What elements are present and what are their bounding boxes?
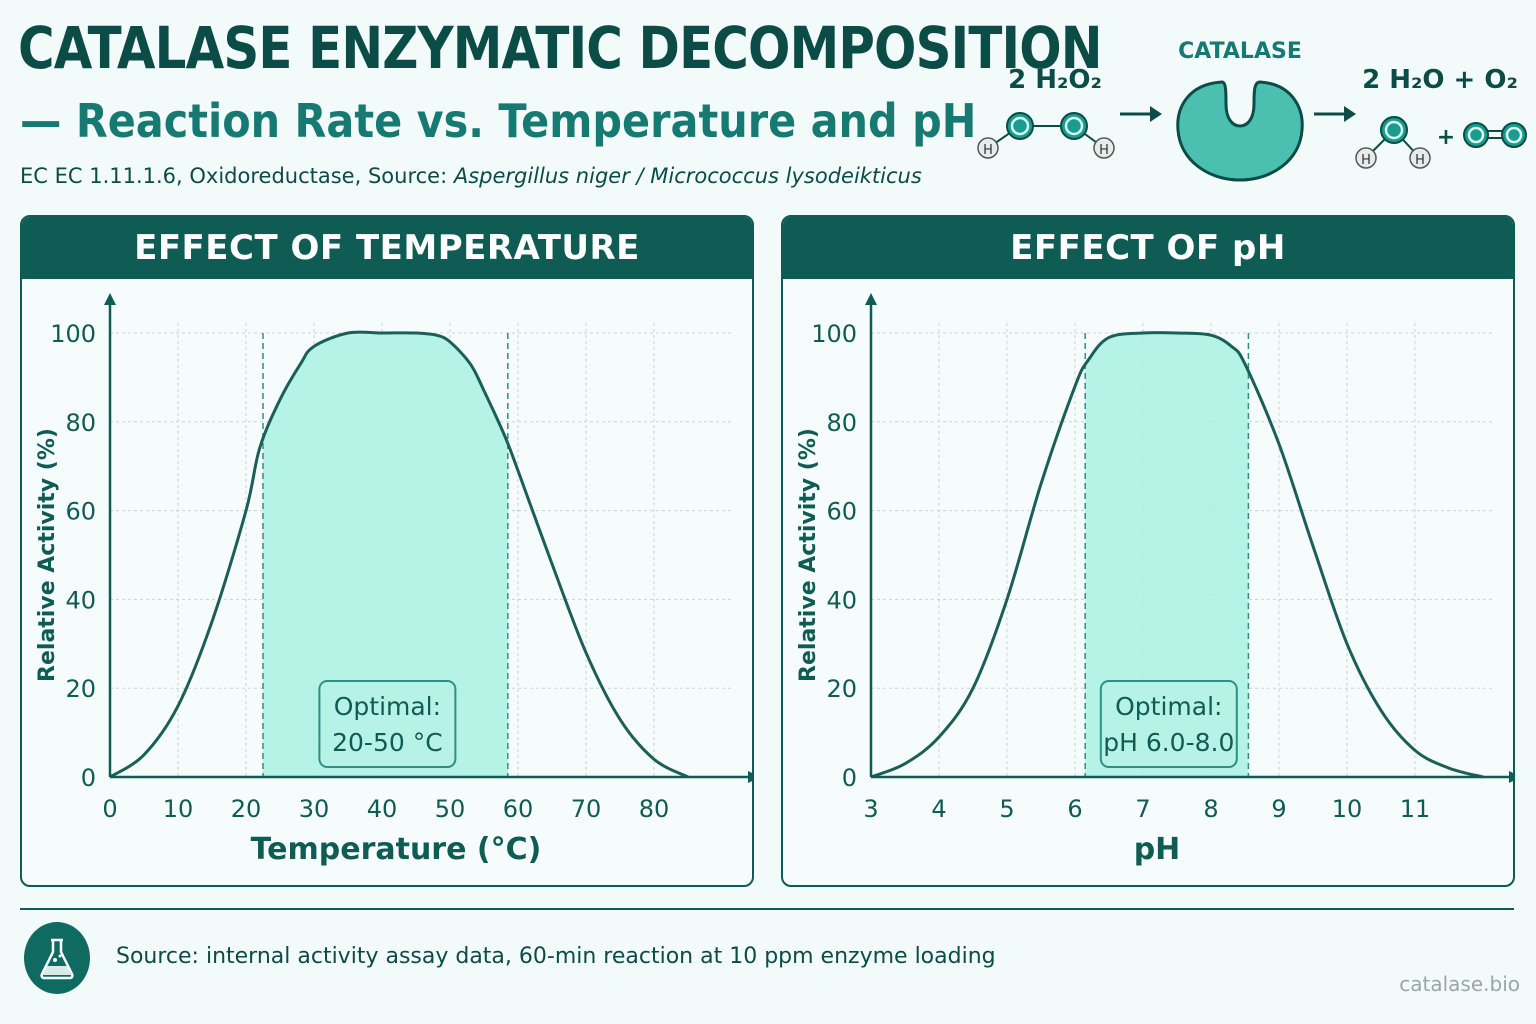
optimal-label-text: Optimal: [1115, 692, 1222, 721]
reaction-equation: 2 H₂O₂ H H CATALASE 2 H₂O + O₂ [970, 30, 1530, 210]
arrow-right-icon [1120, 106, 1162, 122]
reactant-formula: 2 H₂O₂ [1008, 65, 1102, 95]
y-tick-label: 60 [65, 498, 96, 526]
x-tick-label: 4 [931, 795, 946, 823]
page-title: CATALASE ENZYMATIC DECOMPOSITION [18, 14, 1103, 82]
arrow-right-icon [1314, 106, 1356, 122]
y-tick-label: 100 [50, 320, 96, 348]
y-axis-label: Relative Activity (%) [796, 428, 821, 682]
oxygen-molecule-icon [1463, 122, 1527, 148]
plus-sign: + [1437, 125, 1455, 150]
x-axis-label: pH [1134, 832, 1181, 867]
x-tick-label: 30 [299, 795, 330, 823]
footer-source: Source: internal activity assay data, 60… [116, 944, 996, 969]
x-tick-label: 10 [1332, 795, 1363, 823]
optimal-label-text: Optimal: [334, 692, 441, 721]
y-tick-label: 0 [81, 764, 96, 792]
x-tick-label: 40 [367, 795, 398, 823]
y-axis-arrow-icon [865, 293, 877, 305]
optimal-label-box [1099, 680, 1238, 768]
atom-h-label: H [1415, 153, 1425, 168]
activity-curve [870, 331, 1484, 779]
y-tick-label: 20 [65, 675, 96, 703]
y-tick-label: 100 [811, 320, 857, 348]
optimal-label-text: pH 6.0-8.0 [1103, 728, 1234, 757]
x-tick-label: 20 [231, 795, 262, 823]
x-tick-label: 5 [999, 795, 1014, 823]
optimal-label-box [318, 680, 457, 768]
y-tick-label: 40 [65, 586, 96, 614]
hydrogen-peroxide-molecule-icon: H H [977, 112, 1115, 159]
y-tick-label: 40 [826, 586, 857, 614]
x-axis-arrow-icon [748, 771, 752, 783]
ph-panel-title: EFFECT OF pH [783, 217, 1513, 279]
ph-panel: EFFECT OF pH 3 4 5 6 7 8 9 10 11 0 20 40 60 80 100 pH Re… [781, 215, 1515, 887]
x-tick-label: 9 [1271, 795, 1286, 823]
x-tick-label: 10 [163, 795, 194, 823]
footer-divider [20, 908, 1514, 910]
x-tick-label: 60 [503, 795, 534, 823]
x-tick-label: 80 [639, 795, 670, 823]
x-tick-label: 7 [1135, 795, 1150, 823]
x-axis-arrow-icon [1509, 771, 1513, 783]
enzyme-metadata: EC EC 1.11.1.6, Oxidoreductase, Source: … [20, 164, 922, 188]
ph-chart: 3 4 5 6 7 8 9 10 11 0 20 40 60 80 100 pH Relative Activi… [796, 293, 1513, 867]
atom-h-label: H [983, 143, 993, 158]
temperature-chart: 0 10 20 30 40 50 60 70 80 0 20 40 60 80 100 Temperature… [35, 293, 752, 867]
site-watermark: catalase.bio [1399, 972, 1520, 996]
temperature-panel-title: EFFECT OF TEMPERATURE [22, 217, 752, 279]
catalase-enzyme-icon [1176, 80, 1304, 182]
y-axis-label: Relative Activity (%) [35, 428, 60, 682]
x-tick-label: 6 [1067, 795, 1082, 823]
enzyme-source-organisms: Aspergillus niger / Micrococcus lysodeik… [453, 164, 922, 188]
optimal-label-text: 20-50 °C [332, 728, 443, 757]
atom-h-label: H [1361, 153, 1371, 168]
y-tick-label: 80 [65, 409, 96, 437]
product-formula: 2 H₂O + O₂ [1362, 65, 1518, 95]
y-tick-label: 60 [826, 498, 857, 526]
y-tick-label: 20 [826, 675, 857, 703]
atom-h-label: H [1099, 143, 1109, 158]
x-tick-label: 8 [1203, 795, 1218, 823]
temperature-panel: EFFECT OF TEMPERATURE 0 10 20 30 40 50 60 70 80 0… [20, 215, 754, 887]
activity-curve [109, 330, 689, 779]
x-tick-label: 11 [1400, 795, 1431, 823]
x-axis-label: Temperature (°C) [251, 832, 542, 867]
reaction-diagram: 2 H₂O₂ H H CATALASE 2 H₂O + O₂ [977, 39, 1527, 182]
x-tick-label: 70 [571, 795, 602, 823]
page-subtitle: — Reaction Rate vs. Temperature and pH [20, 94, 977, 148]
x-tick-label: 50 [435, 795, 466, 823]
y-axis-arrow-icon [104, 293, 116, 305]
flask-icon [24, 922, 90, 994]
enzyme-label: CATALASE [1178, 39, 1302, 64]
enzyme-classification: EC EC 1.11.1.6, Oxidoreductase, Source: [20, 164, 454, 188]
water-molecule-icon: H H [1355, 116, 1431, 169]
y-tick-label: 0 [842, 764, 857, 792]
x-tick-label: 0 [102, 795, 117, 823]
y-tick-label: 80 [826, 409, 857, 437]
x-tick-label: 3 [863, 795, 878, 823]
